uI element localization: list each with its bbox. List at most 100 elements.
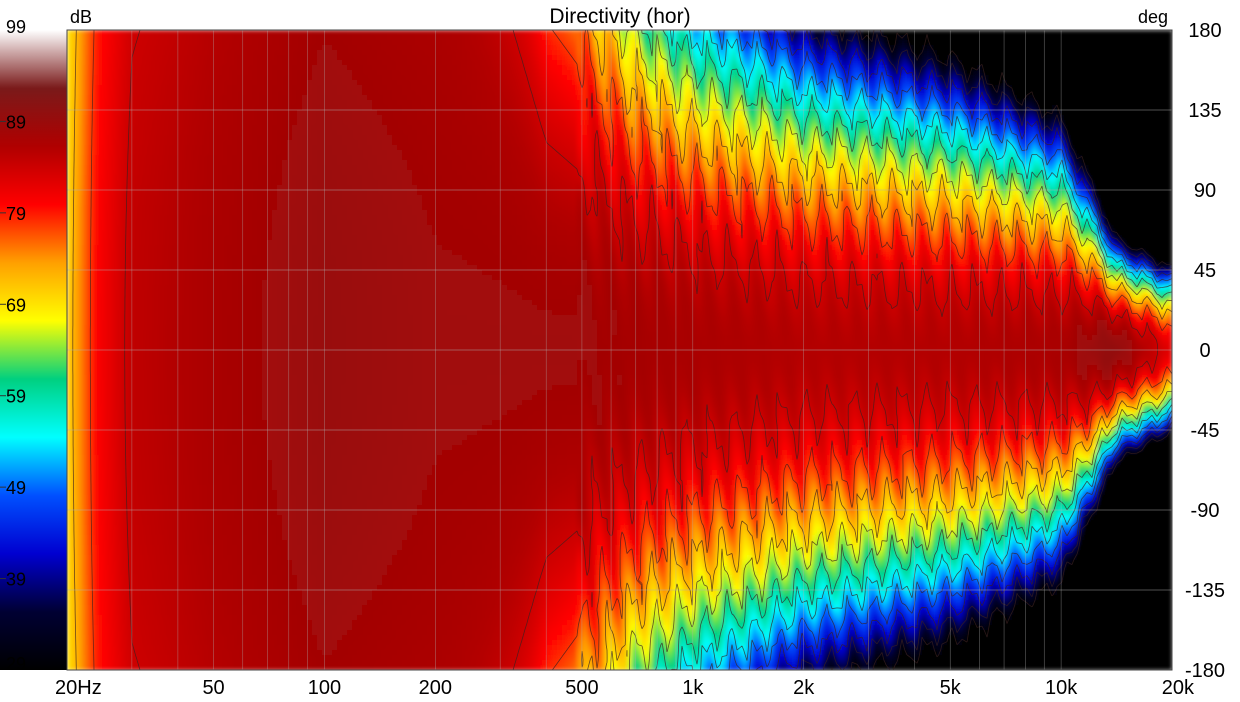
heatmap-cell [187,110,193,116]
heatmap-cell [1057,60,1063,66]
heatmap-cell [1162,35,1168,41]
heatmap-cell [87,60,93,66]
heatmap-cell [267,90,273,96]
heatmap-cell [67,55,73,61]
heatmap-cell [152,75,158,81]
heatmap-cell [807,110,813,116]
heatmap-cell [837,70,843,76]
heatmap-cell [287,50,293,56]
heatmap-cell [727,115,733,121]
heatmap-cell [232,110,238,116]
heatmap-cell [617,125,623,131]
heatmap-cell [1042,90,1048,96]
heatmap-cell [1132,85,1138,91]
heatmap-cell [87,100,93,106]
heatmap-cell [1067,100,1073,106]
heatmap-cell [727,60,733,66]
heatmap-cell [152,115,158,121]
heatmap-cell [572,95,578,101]
heatmap-cell [507,85,513,91]
heatmap-cell [972,120,978,126]
heatmap-cell [137,60,143,66]
heatmap-cell [782,125,788,131]
heatmap-cell [1162,60,1168,66]
heatmap-cell [327,85,333,91]
heatmap-cell [392,45,398,51]
heatmap-cell [372,120,378,126]
heatmap-cell [452,130,458,136]
heatmap-cell [272,125,278,131]
heatmap-cell [517,30,523,36]
heatmap-cell [352,85,358,91]
heatmap-cell [1137,100,1143,106]
heatmap-cell [182,95,188,101]
heatmap-cell [197,110,203,116]
heatmap-cell [72,35,78,41]
heatmap-cell [632,80,638,86]
heatmap-cell [252,130,258,136]
heatmap-cell [352,50,358,56]
heatmap-cell [272,30,278,36]
heatmap-cell [992,45,998,51]
heatmap-cell [1152,100,1158,106]
heatmap-cell [202,60,208,66]
heatmap-cell [542,60,548,66]
heatmap-cell [427,75,433,81]
heatmap-cell [677,85,683,91]
heatmap-cell [342,120,348,126]
heatmap-cell [427,95,433,101]
heatmap-cell [1082,120,1088,126]
heatmap-cell [522,80,528,86]
heatmap-cell [657,90,663,96]
heatmap-cell [702,130,708,136]
heatmap-cell [452,125,458,131]
heatmap-cell [172,110,178,116]
heatmap-cell [497,35,503,41]
heatmap-cell [77,140,83,146]
heatmap-cell [197,130,203,136]
heatmap-cell [412,120,418,126]
heatmap-cell [1102,115,1108,121]
heatmap-cell [432,140,438,146]
heatmap-cell [327,90,333,96]
heatmap-cell [622,120,628,126]
heatmap-cell [512,90,518,96]
heatmap-cell [267,55,273,61]
heatmap-cell [637,115,643,121]
heatmap-cell [347,130,353,136]
heatmap-cell [317,75,323,81]
heatmap-cell [562,95,568,101]
heatmap-cell [1017,95,1023,101]
heatmap-cell [227,135,233,141]
heatmap-cell [1017,65,1023,71]
heatmap-cell [1077,35,1083,41]
heatmap-cell [557,100,563,106]
heatmap-cell [342,50,348,56]
heatmap-cell [557,95,563,101]
heatmap-cell [757,85,763,91]
heatmap-cell [1092,40,1098,46]
heatmap-cell [422,50,428,56]
heatmap-cell [982,40,988,46]
heatmap-cell [962,45,968,51]
heatmap-cell [567,65,573,71]
heatmap-cell [1122,130,1128,136]
heatmap-cell [1112,90,1118,96]
heatmap-cell [982,50,988,56]
heatmap-cell [482,30,488,36]
heatmap-cell [562,60,568,66]
heatmap-cell [1102,65,1108,71]
heatmap-cell [617,80,623,86]
heatmap-cell [97,75,103,81]
heatmap-cell [227,85,233,91]
heatmap-cell [652,75,658,81]
heatmap-cell [1022,40,1028,46]
heatmap-cell [887,110,893,116]
heatmap-cell [702,55,708,61]
heatmap-cell [292,130,298,136]
heatmap-cell [422,45,428,51]
heatmap-cell [1147,45,1153,51]
heatmap-cell [112,115,118,121]
heatmap-cell [122,45,128,51]
heatmap-cell [402,55,408,61]
